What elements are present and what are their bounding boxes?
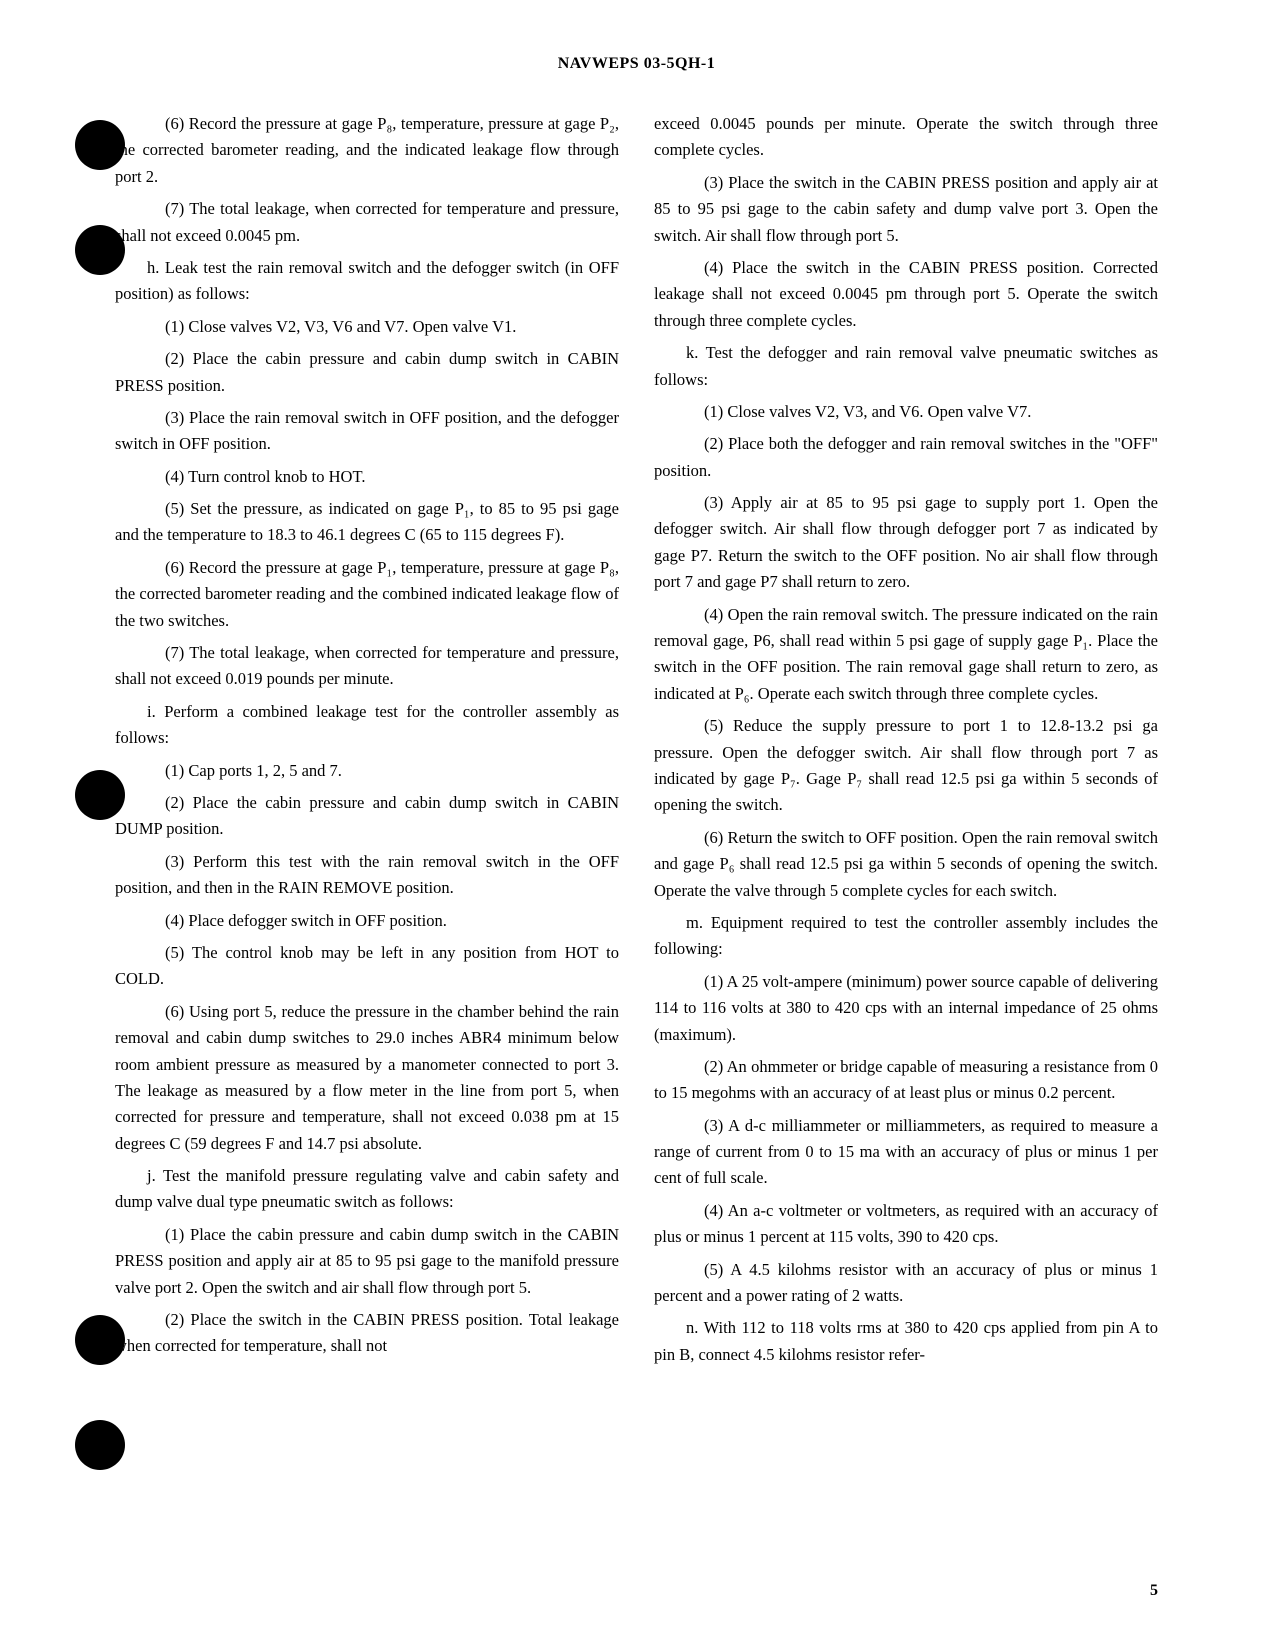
paragraph: (3) Place the switch in the CABIN PRESS … bbox=[654, 170, 1158, 249]
paragraph: (5) Set the pressure, as indicated on ga… bbox=[115, 496, 619, 549]
paragraph: (2) Place both the defogger and rain rem… bbox=[654, 431, 1158, 484]
punch-hole bbox=[75, 1420, 125, 1470]
punch-hole bbox=[75, 1315, 125, 1365]
paragraph: j. Test the manifold pressure regulating… bbox=[115, 1163, 619, 1216]
paragraph: (2) Place the cabin pressure and cabin d… bbox=[115, 790, 619, 843]
paragraph: (5) A 4.5 kilohms resistor with an accur… bbox=[654, 1257, 1158, 1310]
paragraph: (6) Record the pressure at gage P₁, temp… bbox=[115, 555, 619, 634]
paragraph: (2) Place the cabin pressure and cabin d… bbox=[115, 346, 619, 399]
paragraph: (4) Place defogger switch in OFF positio… bbox=[115, 908, 619, 934]
page-number: 5 bbox=[1150, 1582, 1158, 1600]
paragraph: (6) Record the pressure at gage P₈, temp… bbox=[115, 111, 619, 190]
punch-hole bbox=[75, 770, 125, 820]
right-column: exceed 0.0045 pounds per minute. Operate… bbox=[654, 111, 1158, 1374]
paragraph: (5) The control knob may be left in any … bbox=[115, 940, 619, 993]
document-body: (6) Record the pressure at gage P₈, temp… bbox=[115, 111, 1158, 1374]
paragraph: (3) A d-c milliammeter or milliammeters,… bbox=[654, 1113, 1158, 1192]
paragraph: (6) Using port 5, reduce the pressure in… bbox=[115, 999, 619, 1157]
paragraph: (3) Place the rain removal switch in OFF… bbox=[115, 405, 619, 458]
paragraph: (4) Turn control knob to HOT. bbox=[115, 464, 619, 490]
paragraph: (2) Place the switch in the CABIN PRESS … bbox=[115, 1307, 619, 1360]
punch-hole bbox=[75, 225, 125, 275]
paragraph: (1) Place the cabin pressure and cabin d… bbox=[115, 1222, 619, 1301]
paragraph: (7) The total leakage, when corrected fo… bbox=[115, 196, 619, 249]
paragraph: (1) Close valves V2, V3, V6 and V7. Open… bbox=[115, 314, 619, 340]
paragraph: (3) Apply air at 85 to 95 psi gage to su… bbox=[654, 490, 1158, 596]
paragraph: h. Leak test the rain removal switch and… bbox=[115, 255, 619, 308]
paragraph: (7) The total leakage, when corrected fo… bbox=[115, 640, 619, 693]
paragraph: (1) A 25 volt-ampere (minimum) power sou… bbox=[654, 969, 1158, 1048]
paragraph: exceed 0.0045 pounds per minute. Operate… bbox=[654, 111, 1158, 164]
paragraph: (4) Place the switch in the CABIN PRESS … bbox=[654, 255, 1158, 334]
paragraph: (1) Cap ports 1, 2, 5 and 7. bbox=[115, 758, 619, 784]
paragraph: (1) Close valves V2, V3, and V6. Open va… bbox=[654, 399, 1158, 425]
paragraph: (6) Return the switch to OFF position. O… bbox=[654, 825, 1158, 904]
paragraph: (4) Open the rain removal switch. The pr… bbox=[654, 602, 1158, 708]
paragraph: k. Test the defogger and rain removal va… bbox=[654, 340, 1158, 393]
paragraph: (5) Reduce the supply pressure to port 1… bbox=[654, 713, 1158, 819]
left-column: (6) Record the pressure at gage P₈, temp… bbox=[115, 111, 619, 1374]
paragraph: i. Perform a combined leakage test for t… bbox=[115, 699, 619, 752]
punch-hole bbox=[75, 120, 125, 170]
paragraph: (2) An ohmmeter or bridge capable of mea… bbox=[654, 1054, 1158, 1107]
paragraph: (4) An a-c voltmeter or voltmeters, as r… bbox=[654, 1198, 1158, 1251]
paragraph: (3) Perform this test with the rain remo… bbox=[115, 849, 619, 902]
paragraph: n. With 112 to 118 volts rms at 380 to 4… bbox=[654, 1315, 1158, 1368]
document-header: NAVWEPS 03-5QH-1 bbox=[115, 55, 1158, 73]
paragraph: m. Equipment required to test the contro… bbox=[654, 910, 1158, 963]
